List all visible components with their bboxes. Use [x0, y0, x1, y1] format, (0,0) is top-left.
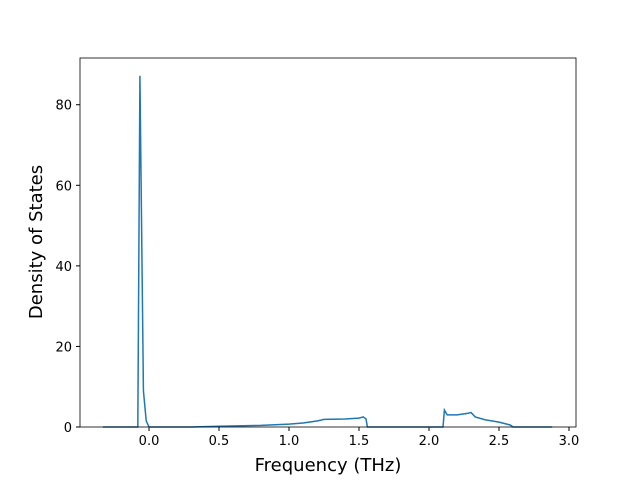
x-tick-label: 1.0 — [279, 434, 300, 449]
x-tick-label: 0.0 — [139, 434, 160, 449]
x-tick-label: 3.0 — [559, 434, 580, 449]
y-tick-label: 20 — [55, 340, 72, 355]
x-tick-label: 0.5 — [209, 434, 230, 449]
x-axis-label: Frequency (THz) — [255, 455, 402, 476]
y-tick-label: 0 — [64, 421, 72, 436]
line-series — [102, 75, 553, 428]
x-tick-label: 2.0 — [419, 434, 440, 449]
plot-frame — [79, 57, 577, 428]
y-tick-label: 60 — [55, 179, 72, 194]
y-tick-label: 80 — [55, 99, 72, 114]
y-tick-label: 40 — [55, 260, 72, 275]
x-tick-label: 1.5 — [349, 434, 370, 449]
y-axis-label: Density of States — [26, 165, 47, 319]
x-tick-label: 2.5 — [489, 434, 510, 449]
